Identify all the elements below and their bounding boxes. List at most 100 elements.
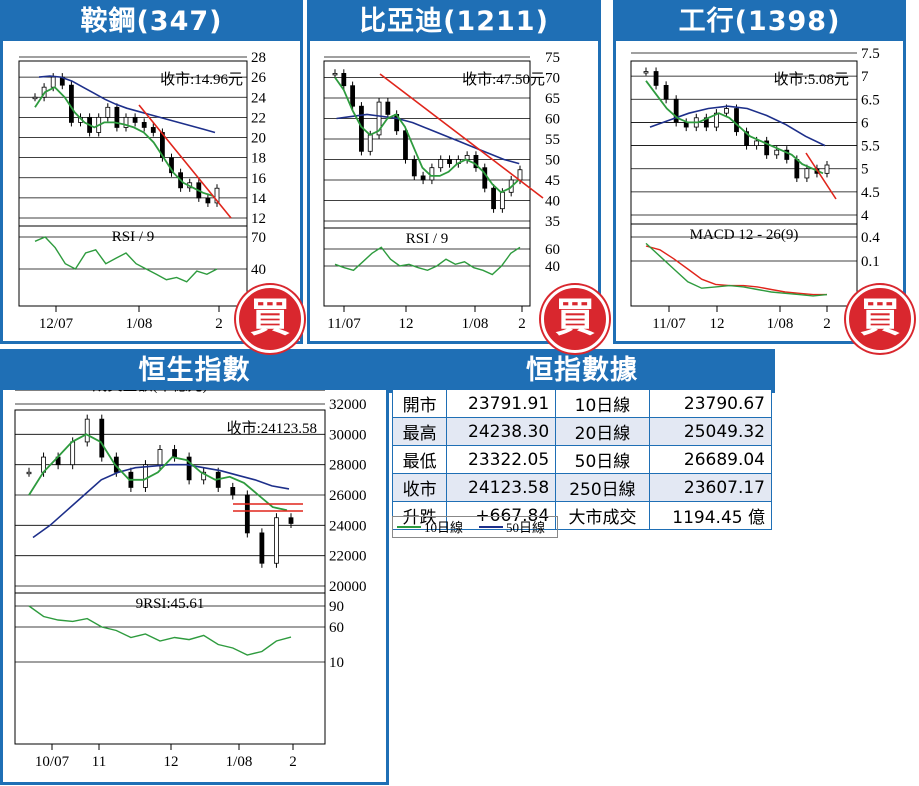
y-tick-label: 14 xyxy=(251,191,267,207)
table-value-cell: 23607.17 xyxy=(648,473,773,502)
candle-body xyxy=(32,96,38,100)
x-tick-label: 11/07 xyxy=(327,316,361,332)
trend-line xyxy=(379,73,544,199)
table-label-cell: 收市 xyxy=(391,473,448,502)
y-tick-label: 22 xyxy=(251,110,266,126)
candle-body xyxy=(411,159,417,177)
candle-body xyxy=(230,487,236,496)
candle-body xyxy=(794,159,800,179)
candle-body xyxy=(429,167,435,181)
buy-stamp-icbc: 買 xyxy=(846,285,914,353)
legend-label: 50日線 xyxy=(506,520,545,535)
y-tick-label: 35 xyxy=(545,214,560,230)
close-price-label: 收市:24123.58 xyxy=(227,420,317,437)
signal-line xyxy=(645,245,827,296)
x-tick-label: 1/08 xyxy=(462,316,489,332)
y-tick-label: 28000 xyxy=(329,458,367,474)
plot-frame xyxy=(18,60,248,307)
candle-body xyxy=(653,71,659,86)
table-label-cell: 開市 xyxy=(391,389,448,418)
table-value-cell: 23322.05 xyxy=(446,445,557,474)
y-tick-label: 5 xyxy=(861,162,869,178)
volume-label: 成交金額(十億元) xyxy=(93,390,208,394)
y-tick-label: 0.1 xyxy=(861,254,880,270)
candle-body xyxy=(244,494,250,534)
candle-body xyxy=(764,140,770,156)
table-value-cell: 1194.45 億 xyxy=(648,501,773,530)
table-value-cell: 23790.67 xyxy=(648,389,773,418)
candle-body xyxy=(159,132,165,159)
legend-label: 10日線 xyxy=(424,520,463,535)
close-price-label: 收市:5.08元 xyxy=(774,71,849,88)
buy-stamp-byd: 買 xyxy=(541,285,609,353)
ma50-line xyxy=(38,75,216,134)
panel-title: 工行(1398) xyxy=(616,3,903,41)
panel-steel: 鞍鋼(347) 12 14 16 18 20 22 24 26 28 40 70 RSI / 9 12/… xyxy=(0,0,303,344)
candle-body xyxy=(499,191,505,210)
table-label-cell: 50日線 xyxy=(555,445,650,474)
candle-body xyxy=(724,108,729,114)
candle-body xyxy=(420,175,426,181)
candle-body xyxy=(350,85,356,107)
candle-body xyxy=(663,85,669,100)
hsi-data-table: 開市 23791.91 10日線 23790.67 最高 24238.30 20日線 2504… xyxy=(391,389,773,530)
candle-body xyxy=(376,101,382,136)
candle-body xyxy=(491,187,496,210)
candle-body xyxy=(143,464,148,488)
indicator-label: RSI / 9 xyxy=(112,229,155,245)
y-tick-label: 22000 xyxy=(329,549,367,565)
candle-body xyxy=(150,127,156,133)
table-row: 最低 23322.05 50日線 26689.04 xyxy=(391,445,773,474)
ma-legend: 10日線 50日線 xyxy=(392,516,558,538)
candle-body xyxy=(132,116,138,123)
ma10-line xyxy=(28,433,288,512)
y-tick-label: 4 xyxy=(861,208,869,224)
panel-hsi: 恒生指數 20000 22000 24000 26000 28000 30000 32000… xyxy=(0,349,389,785)
y-tick-label: 18 xyxy=(251,151,266,167)
ma50-line xyxy=(336,113,520,165)
ma10-line xyxy=(645,80,824,175)
y-tick-label: 60 xyxy=(329,620,344,636)
y-tick-label: 40 xyxy=(545,259,560,275)
close-price-label: 收市:14.96元 xyxy=(160,71,243,88)
y-tick-label: 12 xyxy=(251,211,266,227)
y-tick-label: 26000 xyxy=(329,488,367,504)
panel-title: 比亞迪(1211) xyxy=(310,3,598,41)
x-tick-label: 10/07 xyxy=(35,754,70,770)
y-tick-label: 60 xyxy=(545,242,560,258)
table-value-cell: 25049.32 xyxy=(648,417,773,446)
ma50-line xyxy=(32,463,290,539)
x-tick-label: 2 xyxy=(518,316,526,332)
y-tick-label: 28 xyxy=(251,50,266,66)
y-tick-label: 20 xyxy=(251,131,266,147)
ma10-line xyxy=(334,76,520,194)
table-label-cell: 20日線 xyxy=(555,417,650,446)
y-tick-label: 60 xyxy=(545,112,560,128)
candle-body xyxy=(114,106,120,128)
macd-line xyxy=(645,242,828,297)
y-tick-label: 10 xyxy=(329,655,344,671)
y-tick-label: 200 xyxy=(329,390,352,394)
table-value-cell: 24238.30 xyxy=(446,417,557,446)
candle-body xyxy=(784,149,790,160)
indicator-label: RSI / 9 xyxy=(406,231,449,247)
panel-icbc: 工行(1398) 4 4.5 5 5.5 6 6.5 7 7.5 0.1 0.4 MACD 12 -… xyxy=(613,0,906,344)
candle-body xyxy=(447,159,452,164)
plot-frame xyxy=(14,409,326,745)
candle-body xyxy=(643,71,649,74)
candle-body xyxy=(99,418,105,458)
y-tick-label: 50 xyxy=(545,153,560,169)
y-tick-label: 0 xyxy=(329,390,337,394)
candle-body xyxy=(824,164,830,174)
y-tick-label: 20000 xyxy=(329,579,367,595)
panel-title: 鞍鋼(347) xyxy=(3,3,300,41)
x-tick-label: 2 xyxy=(823,316,831,332)
table-value-cell: 23791.91 xyxy=(446,389,557,418)
y-tick-label: 75 xyxy=(545,50,560,66)
close-price-label: 收市:47.50元 xyxy=(462,71,545,88)
y-tick-label: 4.5 xyxy=(861,185,880,201)
close-price-label-anchor xyxy=(207,418,208,419)
close-price-label-anchor xyxy=(739,69,740,70)
y-tick-label: 100 xyxy=(329,390,352,394)
